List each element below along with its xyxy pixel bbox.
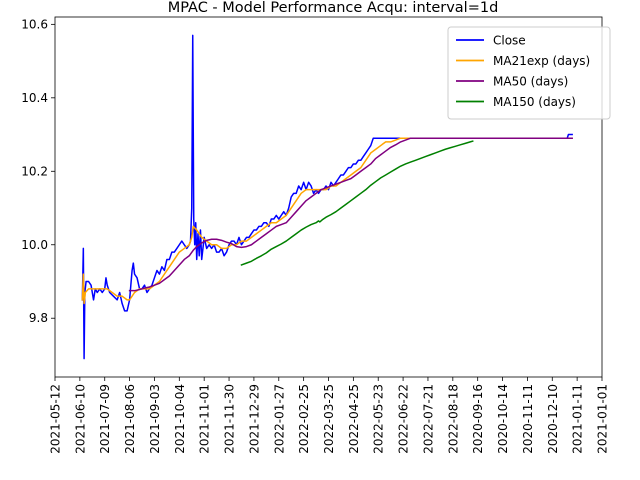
- x-tick-label: 2022-06-22: [397, 384, 411, 454]
- x-tick-label: 2021-12-29: [247, 384, 261, 454]
- y-tick-label: 10.0: [21, 238, 48, 252]
- x-tick-label: 2022-02-25: [297, 384, 311, 454]
- x-tick-label: 2021-09-03: [148, 384, 162, 454]
- x-tick-label: 2021-07-09: [98, 384, 112, 454]
- x-tick-label: 2021-01-11: [571, 384, 585, 454]
- x-tick-label: 2022-07-21: [421, 384, 435, 454]
- legend: Close MA21exp (days) MA50 (days) MA150 (day…: [447, 26, 611, 120]
- y-tick-label: 9.8: [29, 311, 48, 325]
- axes: 9.8 10.0 10.2 10.4 10.6 2021-05-12 2021-06-10 2…: [21, 16, 610, 454]
- legend-entry: Close: [493, 34, 526, 48]
- x-tick-label: 2022-04-25: [347, 384, 361, 454]
- x-tick-label: 2022-01-27: [272, 384, 286, 454]
- x-tick-label: 2022-03-25: [322, 384, 336, 454]
- x-tick-label: 2021-11-01: [198, 384, 212, 454]
- x-tick-label: 2021-10-04: [173, 384, 187, 454]
- plot-area: [81, 34, 573, 360]
- x-tick-label: 2020-09-16: [471, 384, 485, 454]
- series-line-0: [81, 34, 573, 360]
- legend-entry: MA150 (days): [493, 95, 576, 109]
- y-tick-label: 10.6: [21, 17, 48, 31]
- y-tick-label: 10.4: [21, 91, 48, 105]
- x-tick-label: 2021-05-12: [49, 384, 63, 454]
- x-tick-label: 2021-11-30: [223, 384, 237, 454]
- legend-entry: MA50 (days): [493, 75, 568, 89]
- x-tick-label: 2020-10-14: [496, 384, 510, 454]
- series-line-1: [81, 137, 573, 305]
- chart-title: MPAC - Model Performance Acqu: interval=…: [168, 0, 499, 16]
- series-line-2: [128, 137, 573, 292]
- x-tick-label: 2021-01-01: [596, 384, 610, 454]
- x-tick-label: 2020-11-11: [521, 384, 535, 454]
- series-line-3: [240, 140, 474, 266]
- x-tick-label: 2022-08-18: [446, 384, 460, 454]
- legend-entry: MA21exp (days): [493, 54, 590, 68]
- x-tick-label: 2021-08-06: [123, 384, 137, 454]
- x-tick-label: 2022-05-23: [372, 384, 386, 454]
- x-tick-label: 2020-12-10: [546, 384, 560, 454]
- x-tick-label: 2021-06-10: [73, 384, 87, 454]
- legend-box: [447, 26, 611, 120]
- y-tick-label: 10.2: [21, 164, 48, 178]
